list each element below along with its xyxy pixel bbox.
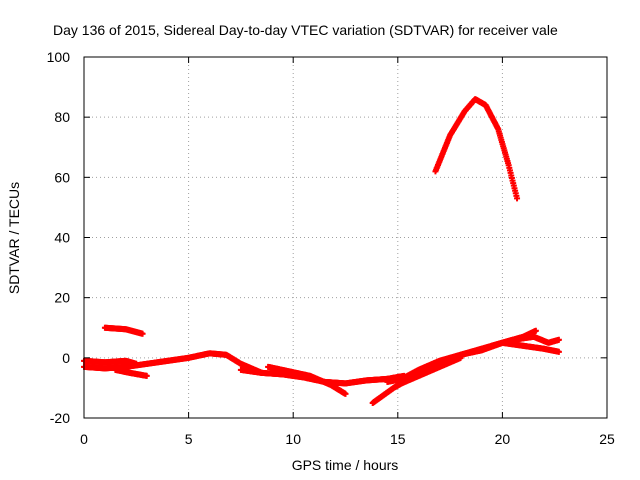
x-tick-label: 0 [80, 431, 88, 447]
x-tick-label: 5 [185, 431, 193, 447]
data-point [514, 195, 521, 202]
y-tick-label: -20 [50, 410, 70, 426]
axis-ticks: 0 5 10 15 20 25 -20 0 20 40 60 80 100 [47, 49, 615, 447]
y-tick-label: 0 [62, 350, 70, 366]
x-tick-label: 20 [495, 431, 511, 447]
series-satellite-arc-2 [81, 357, 140, 367]
x-tick-label: 10 [285, 431, 301, 447]
data-point [555, 348, 562, 355]
data-point [342, 390, 349, 397]
x-axis-label: GPS time / hours [292, 457, 399, 473]
series-satellite-arc-4 [112, 366, 150, 379]
series-satellite-arc-13 [394, 354, 464, 388]
data-point [555, 336, 562, 343]
data-point [532, 327, 539, 334]
y-axis-label: SDTVAR / TECUs [6, 182, 22, 294]
y-tick-label: 100 [47, 49, 71, 65]
y-tick-label: 80 [54, 109, 70, 125]
series-satellite-arc-10 [432, 96, 521, 202]
y-tick-label: 20 [54, 290, 70, 306]
data-point [457, 354, 464, 361]
y-tick-label: 40 [54, 230, 70, 246]
x-tick-label: 15 [390, 431, 406, 447]
data-point [143, 372, 150, 379]
series-satellite-arc-3 [101, 324, 146, 337]
data-series [81, 96, 562, 406]
series-satellite-arc-7 [265, 363, 349, 397]
y-tick-label: 60 [54, 169, 70, 185]
chart-title: Day 136 of 2015, Sidereal Day-to-day VTE… [53, 22, 558, 38]
data-point [133, 360, 140, 367]
x-tick-label: 25 [599, 431, 615, 447]
data-point [139, 330, 146, 337]
series-satellite-arc-12 [488, 333, 562, 349]
